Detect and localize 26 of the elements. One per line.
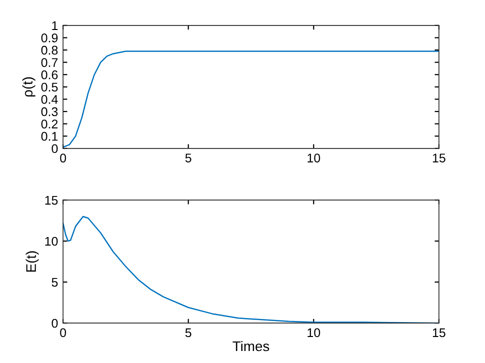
y-tick-label: 0.9 xyxy=(41,34,58,42)
x-tick-label: 5 xyxy=(185,154,192,162)
x-tick-label: 5 xyxy=(185,328,192,338)
y-tick-label: 0.3 xyxy=(41,107,58,116)
y-tick-label: 1 xyxy=(52,21,58,30)
y-tick-label: 0.7 xyxy=(41,58,58,67)
y-tick-label: 0.5 xyxy=(41,82,58,92)
y-tick-label: 0.8 xyxy=(41,46,58,55)
x-axis-title: Times xyxy=(232,340,270,352)
y-tick-label: 0.4 xyxy=(41,95,58,104)
x-tick-label: 15 xyxy=(432,328,446,338)
y-tick-label: 0.1 xyxy=(41,132,58,141)
x-tick-label: 0 xyxy=(60,154,66,162)
y-tick-label: 10 xyxy=(45,236,58,246)
y-axis-title: ρ(t) xyxy=(22,77,36,97)
y-tick-label: 0 xyxy=(52,144,58,154)
x-tick-label: 0 xyxy=(60,328,66,338)
y-tick-label: 0.2 xyxy=(41,120,58,128)
y-tick-label: 0 xyxy=(52,318,58,328)
x-tick-label: 10 xyxy=(308,328,320,338)
y-tick-label: 15 xyxy=(45,196,58,205)
x-tick-label: 10 xyxy=(308,154,320,162)
y-axis-title: E(t) xyxy=(26,251,39,272)
y-tick-label: 0.6 xyxy=(41,70,58,80)
x-tick-label: 15 xyxy=(432,154,446,162)
y-tick-label: 5 xyxy=(52,278,58,287)
